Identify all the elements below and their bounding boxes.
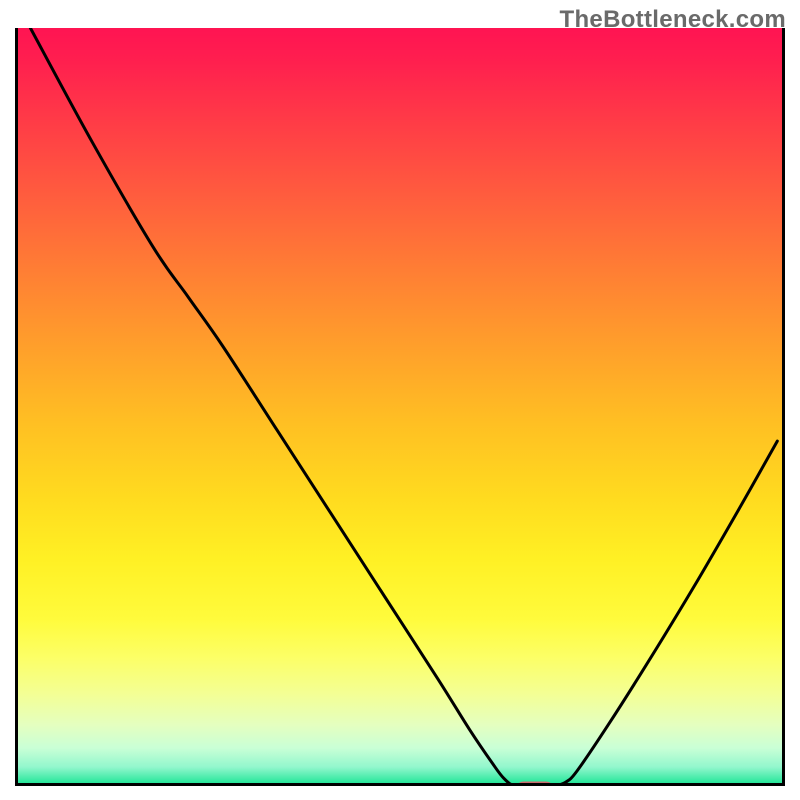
chart-plot-area bbox=[15, 28, 785, 786]
gradient-background bbox=[15, 28, 785, 786]
bottleneck-chart bbox=[15, 28, 785, 786]
